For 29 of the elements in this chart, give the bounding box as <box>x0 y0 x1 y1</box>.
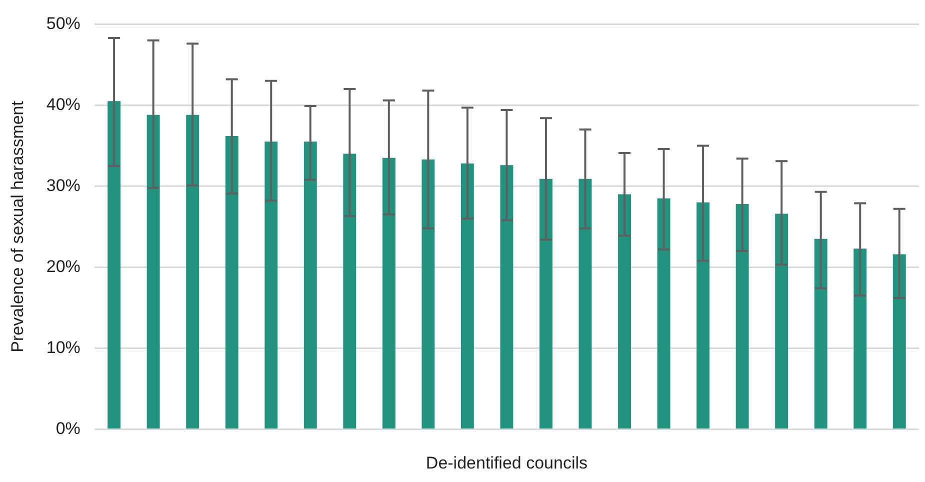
y-tick-label: 10% <box>46 338 80 357</box>
bar <box>500 165 514 428</box>
bar <box>736 204 749 428</box>
y-tick-label: 0% <box>56 418 80 438</box>
bar <box>186 114 200 428</box>
bar <box>343 154 356 428</box>
bar <box>460 164 474 428</box>
bar <box>775 214 788 428</box>
y-tick-label: 30% <box>46 176 80 195</box>
bar <box>382 158 396 428</box>
bar <box>618 194 631 428</box>
bar <box>108 101 121 428</box>
bar <box>540 178 552 428</box>
bar <box>304 142 317 428</box>
bar <box>814 238 828 428</box>
bar <box>422 159 435 428</box>
bar <box>657 198 670 428</box>
bar <box>892 254 906 428</box>
bar <box>696 202 710 428</box>
x-axis-title: De-identified councils <box>426 453 588 472</box>
bar <box>146 114 160 428</box>
y-tick-label: 50% <box>46 14 80 33</box>
y-axis-title: Prevalence of sexual harassment <box>8 100 27 352</box>
bar <box>578 178 592 428</box>
y-tick-label: 40% <box>46 94 80 114</box>
bar <box>264 142 278 428</box>
y-tick-label: 20% <box>46 256 80 276</box>
bar <box>225 136 238 428</box>
bar <box>854 248 867 428</box>
